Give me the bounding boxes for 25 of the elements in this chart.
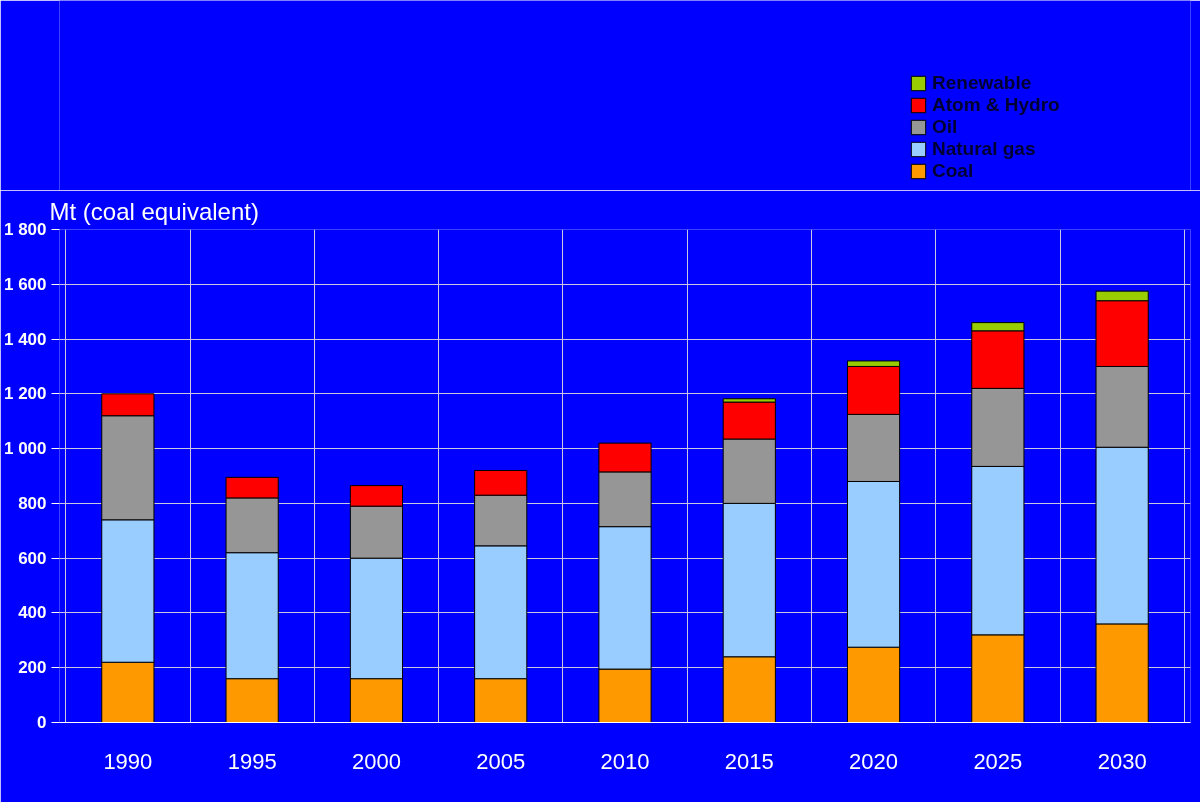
y-tick-label: 1 200 [3, 384, 47, 404]
x-tick-label: 2010 [600, 748, 650, 774]
y-tick-label: 1 600 [3, 274, 47, 294]
y-tick-label: 1 000 [3, 439, 47, 459]
legend-label: Atom & Hydro [932, 94, 1060, 116]
x-tick-label: 2025 [973, 748, 1023, 774]
legend-label: Renewable [932, 72, 1032, 94]
y-tick-label: 800 [18, 493, 47, 513]
y-axis-title: Mt (coal equivalent) [49, 197, 259, 225]
y-tick-label: 400 [18, 603, 47, 623]
y-tick-label: 1 400 [3, 329, 47, 349]
x-tick-label: 1995 [227, 748, 277, 774]
y-tick-label: 200 [18, 658, 47, 678]
x-tick-label: 1990 [103, 748, 153, 774]
x-tick-label: 2015 [724, 748, 774, 774]
y-tick-label: 0 [37, 713, 47, 732]
legend-label: Oil [932, 116, 958, 138]
x-tick-label: 2020 [849, 748, 899, 774]
y-tick-label: 1 800 [3, 220, 47, 239]
x-tick-label: 2005 [476, 748, 526, 774]
x-tick-label: 2030 [1097, 748, 1147, 774]
legend-label: Natural gas [932, 138, 1036, 160]
y-tick-label: 600 [18, 548, 47, 568]
legend-label: Coal [932, 160, 974, 182]
x-tick-label: 2000 [351, 748, 401, 774]
